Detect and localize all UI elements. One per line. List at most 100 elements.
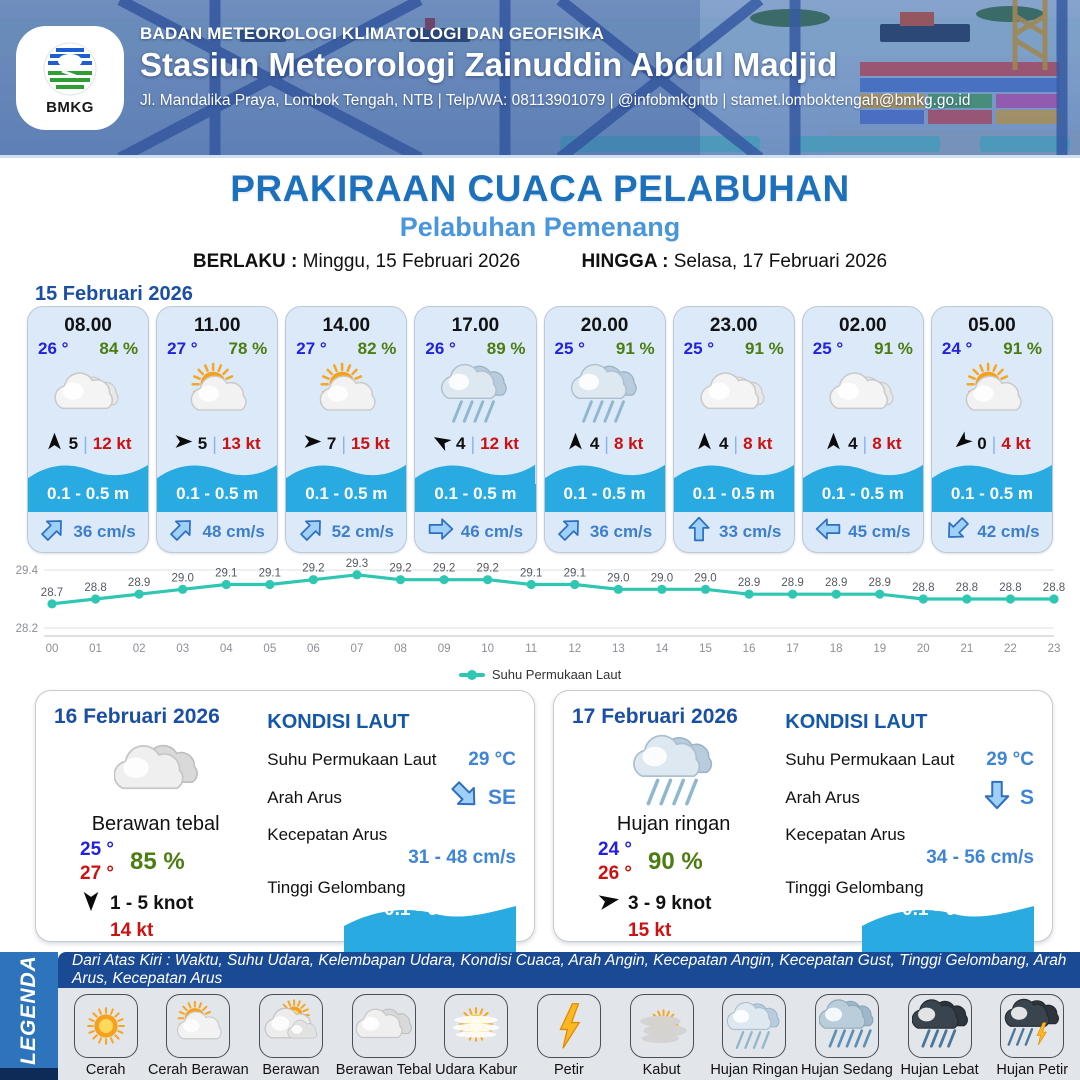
air-temperature: 25 ° xyxy=(554,339,585,358)
bmkg-logo-icon xyxy=(43,42,97,95)
legend-header: Dari Atas Kiri : Waktu, Suhu Udara, Kele… xyxy=(58,952,1080,988)
svg-text:21: 21 xyxy=(960,643,973,655)
wind-speed: 5 xyxy=(197,434,208,454)
day1-date: 15 Februari 2026 xyxy=(35,283,193,305)
wave-crest-graphic xyxy=(28,464,149,484)
sst-label: Suhu Permukaan Laut xyxy=(267,750,437,769)
svg-text:18: 18 xyxy=(830,643,843,655)
gust-speed: 15 kt xyxy=(351,434,390,454)
svg-text:15: 15 xyxy=(699,643,712,655)
divider: | xyxy=(862,433,868,454)
svg-text:29.0: 29.0 xyxy=(172,572,194,584)
legend-weather-icon xyxy=(444,994,509,1058)
forecast-card: 20.00 25 ° 91 % 4 | 8 kt 0.1 - 0.5 m 36 … xyxy=(543,306,666,553)
wave-height: 0.1 - 0.5 m xyxy=(28,483,149,512)
legend-item: Cerah xyxy=(61,994,151,1078)
svg-text:13: 13 xyxy=(612,643,625,655)
air-temperature: 26 ° xyxy=(38,339,69,358)
agency-name: BADAN METEOROLOGI KLIMATOLOGI DAN GEOFIS… xyxy=(140,24,605,43)
wave-crest-graphic xyxy=(931,464,1052,484)
svg-text:29.2: 29.2 xyxy=(433,563,455,575)
legend-weather-icon xyxy=(814,994,879,1058)
divider: | xyxy=(212,433,217,454)
humidity: 91 % xyxy=(615,339,655,358)
svg-text:29.2: 29.2 xyxy=(302,563,324,575)
forecast-time: 08.00 xyxy=(64,315,112,336)
svg-text:12: 12 xyxy=(568,643,581,655)
day3-weather-icon xyxy=(572,729,775,813)
legend-item: Kabut xyxy=(617,994,707,1078)
wind-direction-icon xyxy=(695,432,714,456)
air-temperature: 26 ° xyxy=(425,339,456,358)
wave-height: 0.1 - 0.5 m xyxy=(415,483,536,512)
legend-weather-icon xyxy=(1000,994,1065,1058)
wind-direction-icon xyxy=(953,431,973,456)
day2-humidity: 85 % xyxy=(130,847,185,875)
current-speed: 45 cm/s xyxy=(848,521,911,541)
sea-conditions-heading: KONDISI LAUT xyxy=(785,711,928,733)
wave-crest-graphic xyxy=(544,464,665,484)
svg-text:04: 04 xyxy=(220,643,233,655)
forecast-time: 17.00 xyxy=(451,315,500,336)
berlaku-label: BERLAKU : xyxy=(192,251,298,272)
gust-speed: 8 kt xyxy=(872,434,902,454)
humidity: 91 % xyxy=(874,339,913,358)
legend-items-row: Cerah Cerah Berawan Berawan Berawan Teba… xyxy=(58,988,1080,1080)
svg-text:28.9: 28.9 xyxy=(825,577,847,589)
day2-date: 16 Februari 2026 xyxy=(54,705,220,728)
hourly-forecast-row: 08.00 26 ° 84 % 5 | 12 kt 0.1 - 0.5 m 36… xyxy=(27,306,1053,553)
legend-weather-icon xyxy=(351,994,416,1058)
day3-temp-max: 26 ° xyxy=(598,862,633,884)
legend-item: Berawan xyxy=(246,994,336,1078)
wave-height-badge: 0.1 - 0.5 m xyxy=(343,899,516,966)
day2-wind-range: 1 - 5 knot xyxy=(110,892,194,914)
legend-weather-icon xyxy=(166,994,231,1058)
svg-text:16: 16 xyxy=(743,643,756,655)
current-speed: 46 cm/s xyxy=(460,521,524,541)
current-direction-icon xyxy=(815,516,841,547)
forecast-card: 08.00 26 ° 84 % 5 | 12 kt 0.1 - 0.5 m 36… xyxy=(27,306,150,553)
divider: | xyxy=(991,433,997,454)
day2-temp-max: 27 ° xyxy=(80,862,115,884)
wind-direction-icon xyxy=(432,432,452,456)
wind-speed: 4 xyxy=(589,434,600,454)
wind-row: 4 | 8 kt xyxy=(803,430,923,459)
wind-speed: 4 xyxy=(718,434,729,454)
weather-icon xyxy=(415,359,535,430)
current-direction-label: Arah Arus xyxy=(267,788,342,807)
sst-value: 29 °C xyxy=(468,749,516,770)
svg-text:28.8: 28.8 xyxy=(999,582,1021,594)
hingga-label: HINGGA : xyxy=(581,251,669,272)
wave-height: 0.1 - 0.5 m xyxy=(802,483,923,512)
gust-speed: 4 kt xyxy=(1001,434,1031,454)
air-temperature: 25 ° xyxy=(812,339,844,358)
current-speed-value: 31 - 48 cm/s xyxy=(408,847,516,868)
legend-item: Hujan Lebat xyxy=(895,994,985,1078)
svg-text:28.9: 28.9 xyxy=(738,577,760,589)
legend-sidebar: LEGENDA xyxy=(0,952,58,1068)
wave-height-badge: 0.1 - 0.5 m xyxy=(861,899,1034,966)
wave-badge-graphic xyxy=(861,906,1034,966)
current-speed: 42 cm/s xyxy=(977,521,1040,541)
svg-text:29.1: 29.1 xyxy=(259,568,281,580)
svg-text:02: 02 xyxy=(133,643,146,655)
divider: | xyxy=(733,433,739,454)
berlaku-value: Minggu, 15 Februari 2026 xyxy=(302,251,521,272)
svg-text:14: 14 xyxy=(656,643,669,655)
forecast-time: 02.00 xyxy=(839,315,887,336)
humidity: 84 % xyxy=(99,339,139,358)
wave-crest-graphic xyxy=(286,464,407,484)
legend-item: Petir xyxy=(524,994,614,1078)
wind-speed: 0 xyxy=(977,434,987,454)
sst-chart-plot: 29.4 28.2 28.7 00 28.8 01 28.9 02 29.0 03 29.1 04 29… xyxy=(16,558,1066,655)
current-direction-icon xyxy=(169,516,195,547)
wind-row: 5 | 12 kt xyxy=(28,430,148,459)
validity-line: BERLAKU : Minggu, 15 Februari 2026 HINGG… xyxy=(0,251,1080,273)
legend-item-label: Hujan Petir xyxy=(996,1062,1069,1078)
svg-text:29.2: 29.2 xyxy=(476,563,498,575)
svg-text:01: 01 xyxy=(89,643,102,655)
legend-corner xyxy=(0,1068,58,1080)
wave-height-label: Tinggi Gelombang xyxy=(785,878,924,897)
wind-row: 0 | 4 kt xyxy=(932,430,1052,459)
